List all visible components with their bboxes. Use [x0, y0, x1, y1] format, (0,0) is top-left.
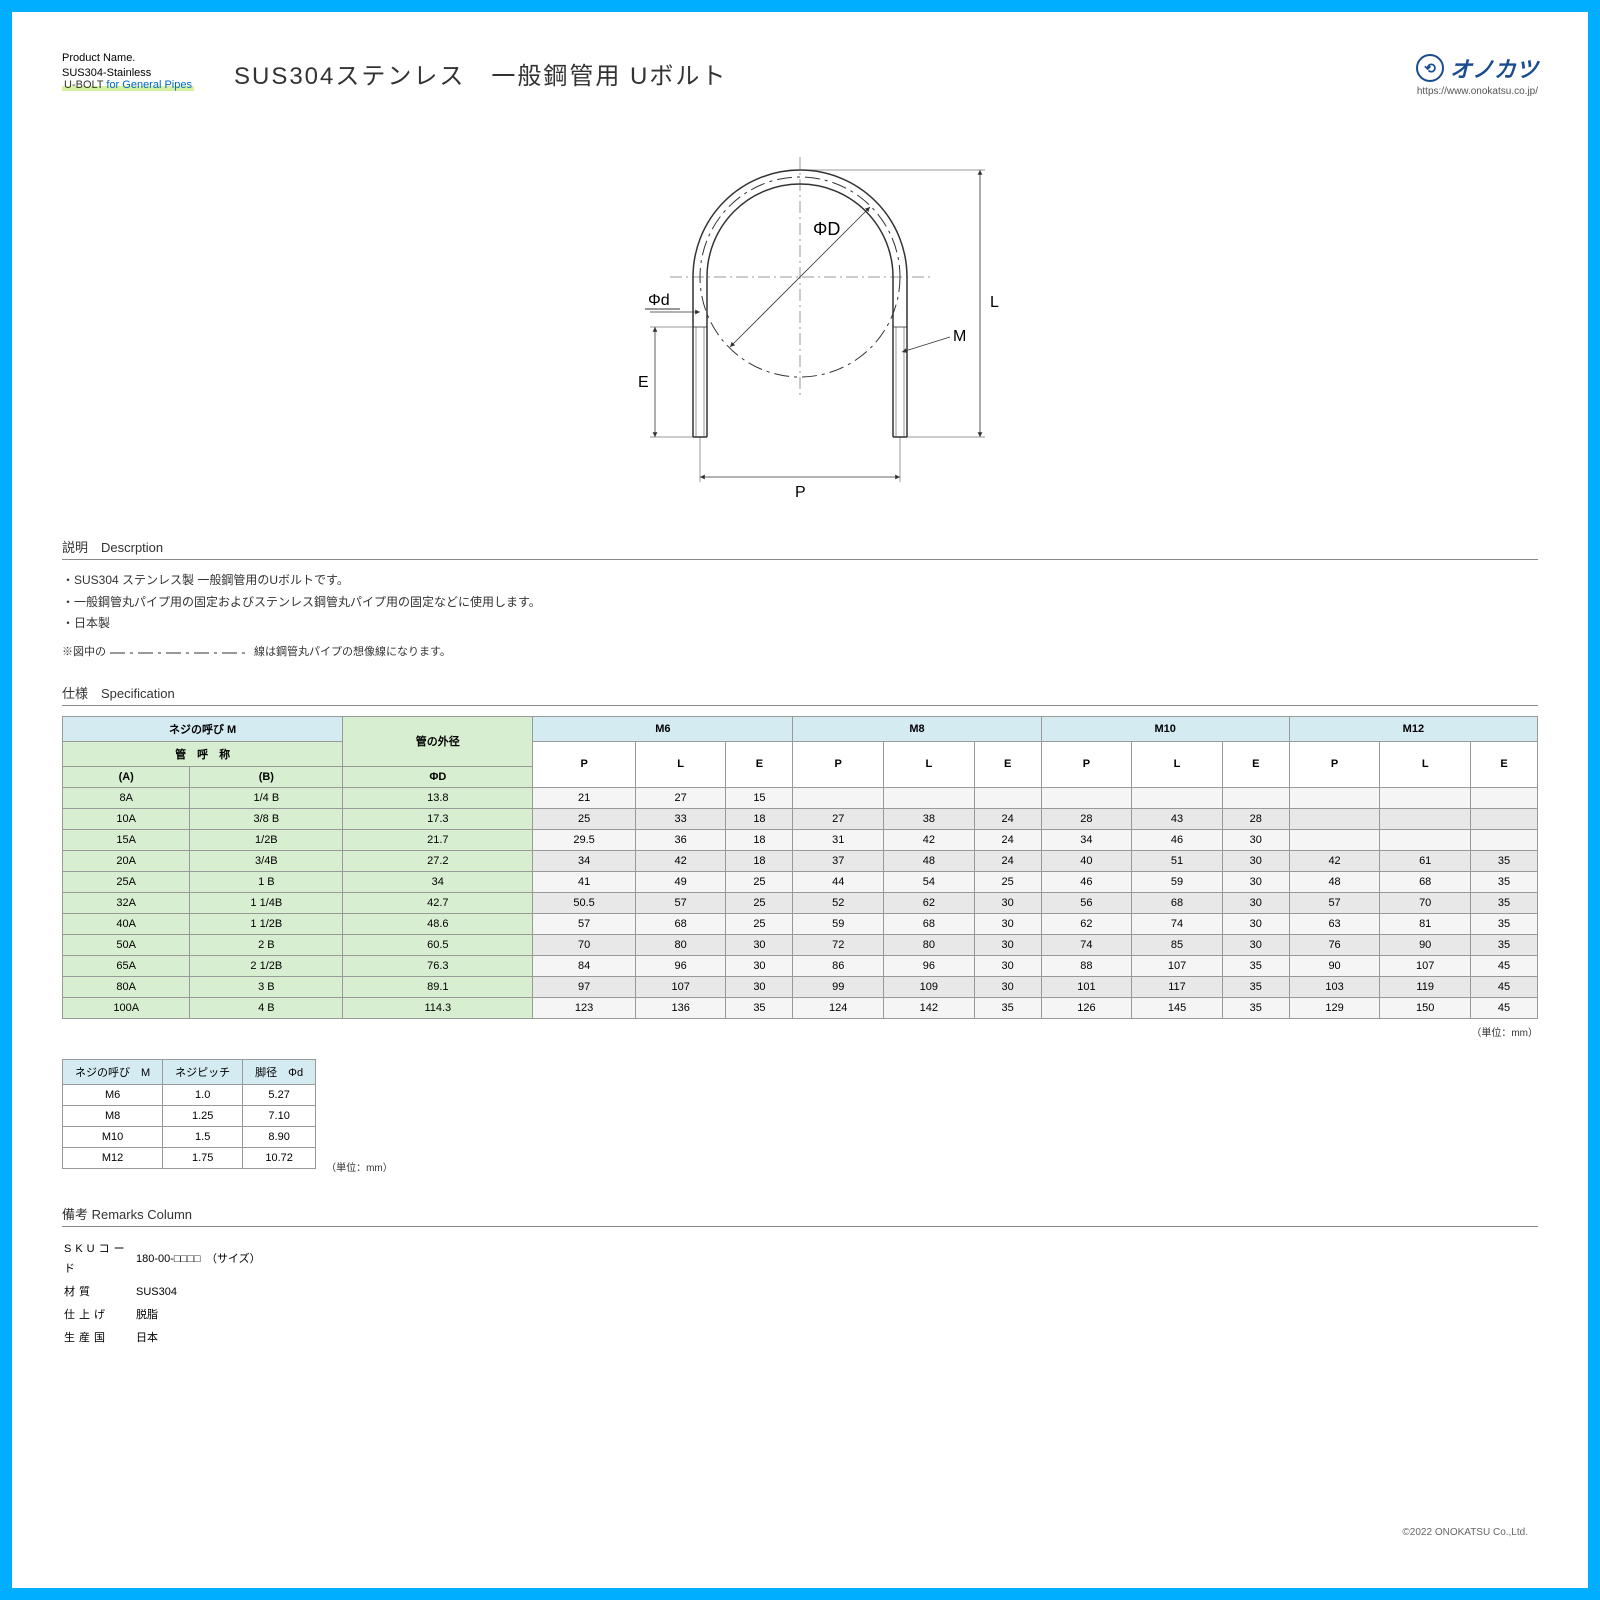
product-name-label: Product Name.: [62, 52, 194, 64]
spec-unit-note: （単位：mm）: [62, 1024, 1538, 1039]
table-row: 25A1 B34414925445425465930486835: [63, 871, 1538, 892]
remarks-row: 材質SUS304: [64, 1282, 261, 1303]
table-row: 20A3/4B27.2344218374824405130426135: [63, 850, 1538, 871]
main-title: SUS304ステンレス 一般鋼管用 Uボルト: [234, 56, 727, 91]
svg-text:P: P: [795, 484, 806, 501]
technical-diagram: ΦD Φd E L M P: [62, 127, 1538, 507]
svg-text:Φd: Φd: [648, 292, 670, 309]
svg-text:L: L: [990, 294, 999, 311]
logo-text: オノカツ: [1450, 52, 1538, 84]
logo-icon: ⟲: [1416, 54, 1444, 82]
page-frame: Product Name. SUS304-Stainless U-BOLT fo…: [0, 0, 1600, 1600]
description-header: 説明 Descrption: [62, 537, 1538, 560]
desc-line: ・SUS304 ステンレス製 一般鋼管用のUボルトです。: [62, 570, 1538, 592]
brand-logo: ⟲ オノカツ: [1416, 52, 1538, 84]
table-row: 32A1 1/4B42.750.55725526230566830577035: [63, 892, 1538, 913]
table-row: 100A4 B114.31231363512414235126145351291…: [63, 997, 1538, 1018]
desc-line: ・日本製: [62, 613, 1538, 635]
copyright: ©2022 ONOKATSU Co.,Ltd.: [1402, 1527, 1528, 1538]
table-row: 65A2 1/2B76.384963086963088107359010745: [63, 955, 1538, 976]
remarks-row: SKUコード180-00-□□□□ （サイズ）: [64, 1239, 261, 1281]
header: Product Name. SUS304-Stainless U-BOLT fo…: [62, 52, 1538, 97]
remarks-row: 仕上げ脱脂: [64, 1305, 261, 1326]
table-row: 80A3 B89.1971073099109301011173510311945: [63, 976, 1538, 997]
product-name-type: U-BOLT for General Pipes: [62, 79, 194, 91]
spec-table: ネジの呼び M 管の外径 M6 M8 M10 M12 管 呼 称 PLE PLE…: [62, 716, 1538, 1019]
table-row: 8A1/4 B13.8212715: [63, 787, 1538, 808]
table-row: M101.58.90: [63, 1126, 316, 1147]
remarks-header: 備考 Remarks Column: [62, 1204, 1538, 1227]
desc-line: ・一般鋼管丸パイプ用の固定およびステンレス鋼管丸パイプ用の固定などに使用します。: [62, 592, 1538, 614]
product-name-material: SUS304-Stainless: [62, 67, 194, 79]
table-row: 40A1 1/2B48.6576825596830627430638135: [63, 913, 1538, 934]
pitch-table: ネジの呼び M ネジピッチ 脚径 Φd M61.05.27M81.257.10M…: [62, 1059, 316, 1169]
table-row: M61.05.27: [63, 1084, 316, 1105]
remarks-table: SKUコード180-00-□□□□ （サイズ）材質SUS304仕上げ脱脂生産国日…: [62, 1237, 263, 1351]
logo-block: ⟲ オノカツ https://www.onokatsu.co.jp/: [1416, 52, 1538, 97]
table-row: 10A3/8 B17.3253318273824284328: [63, 808, 1538, 829]
svg-text:M: M: [953, 328, 966, 345]
table-row: 50A2 B60.5708030728030748530769035: [63, 934, 1538, 955]
svg-text:ΦD: ΦD: [813, 219, 840, 239]
dash-note: ※図中の 線は鋼管丸パイプの想像線になります。: [62, 643, 1538, 663]
logo-url: https://www.onokatsu.co.jp/: [1416, 86, 1538, 97]
product-name-block: Product Name. SUS304-Stainless U-BOLT fo…: [62, 52, 194, 91]
table-row: M121.7510.72: [63, 1147, 316, 1168]
remarks-section: 備考 Remarks Column SKUコード180-00-□□□□ （サイズ…: [62, 1204, 1538, 1351]
table-row: M81.257.10: [63, 1105, 316, 1126]
remarks-row: 生産国日本: [64, 1328, 261, 1349]
spec-header: 仕様 Specification: [62, 683, 1538, 706]
svg-text:E: E: [638, 374, 649, 391]
pitch-unit-note: （単位：mm）: [326, 1159, 393, 1174]
table-row: 15A1/2B21.729.53618314224344630: [63, 829, 1538, 850]
description-list: ・SUS304 ステンレス製 一般鋼管用のUボルトです。 ・一般鋼管丸パイプ用の…: [62, 570, 1538, 663]
